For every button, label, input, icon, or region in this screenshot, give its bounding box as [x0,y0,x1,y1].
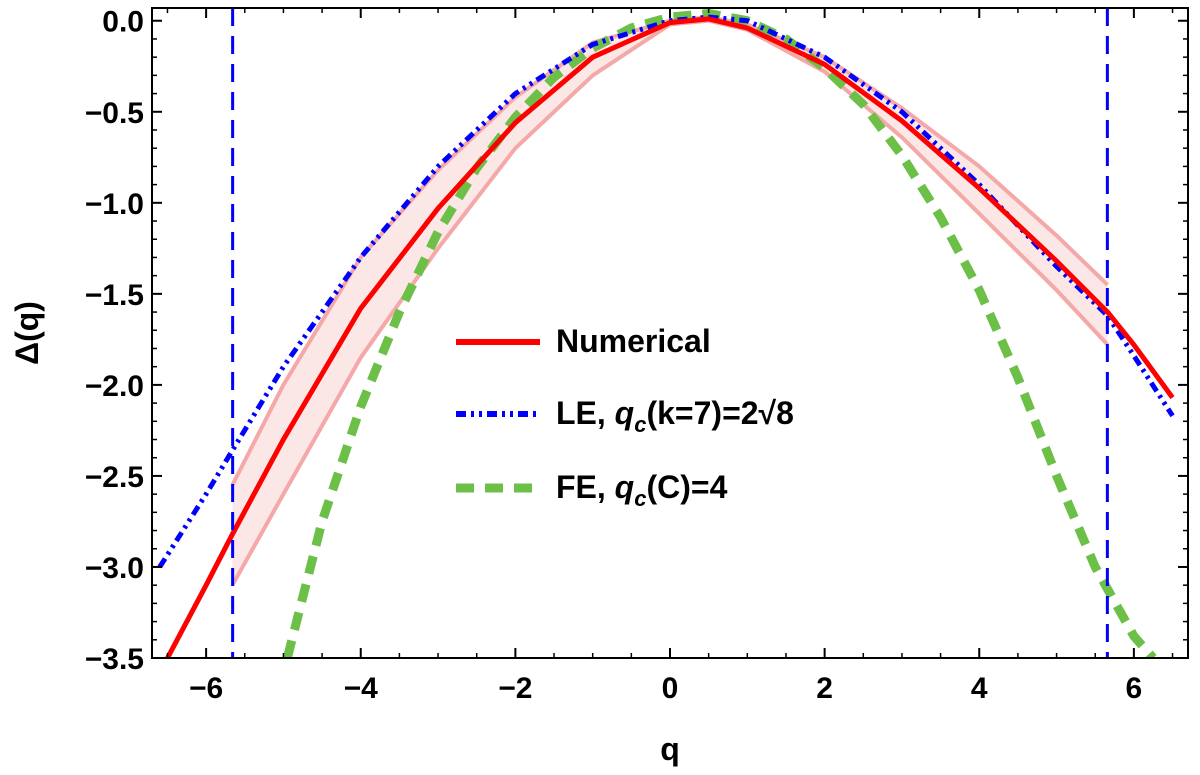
series-line-0 [165,16,1175,658]
legend-label-numerical: Numerical [556,323,711,359]
x-tick-label: −6 [189,672,223,705]
y-tick-label: −2.0 [85,370,144,403]
series-line-1 [157,14,1175,569]
y-tick-label: −3.5 [85,643,144,676]
x-tick-label: 4 [971,672,988,705]
x-tick-label: −2 [498,672,532,705]
x-tick-label: 2 [816,672,833,705]
legend-label-fe: FE, qc(C)=4 [556,469,728,511]
y-axis-label: Δ(q) [9,301,45,365]
series-line-2 [282,9,1157,658]
y-tick-label: −2.5 [85,461,144,494]
x-axis-label: q [660,731,680,767]
x-tick-label: 6 [1126,672,1143,705]
y-tick-label: 0.0 [102,6,144,39]
x-tick-label: 0 [662,672,679,705]
y-tick-label: −1.5 [85,279,144,312]
y-tick-label: −0.5 [85,97,144,130]
y-tick-label: −3.0 [85,552,144,585]
legend-label-le: LE, qc(k=7)=2√8 [556,395,794,437]
x-tick-label: −4 [344,672,379,705]
y-tick-label: −1.0 [85,188,144,221]
legend: Numerical LE, qc(k=7)=2√8 FE, qc(C)=4 [456,323,794,511]
